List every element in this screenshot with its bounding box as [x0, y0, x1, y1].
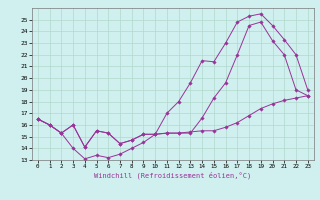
X-axis label: Windchill (Refroidissement éolien,°C): Windchill (Refroidissement éolien,°C) — [94, 172, 252, 179]
